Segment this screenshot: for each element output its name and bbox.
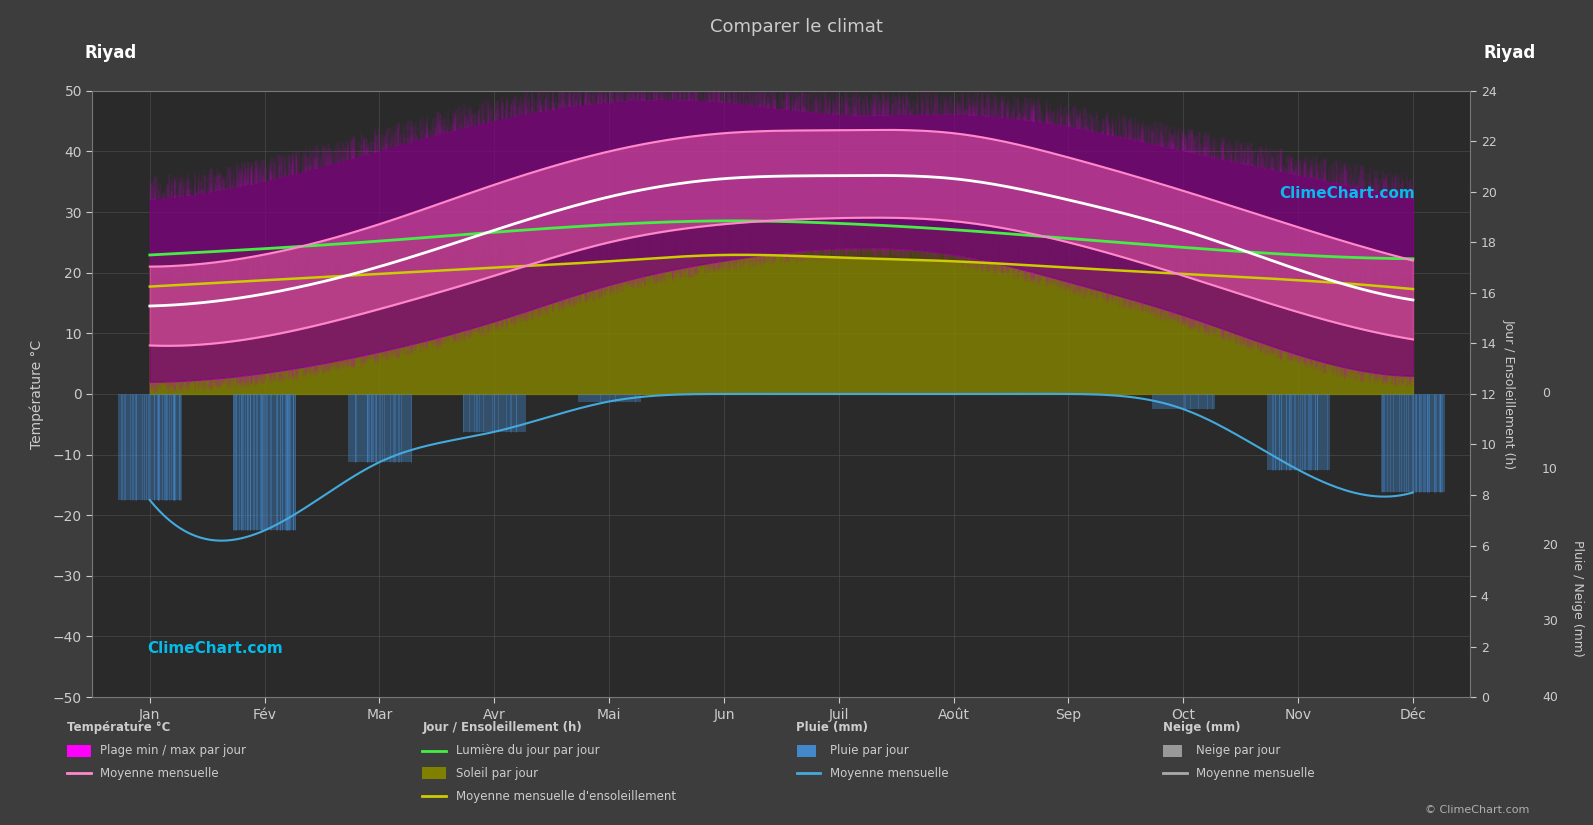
Y-axis label: Jour / Ensoleillement (h): Jour / Ensoleillement (h): [1504, 319, 1517, 469]
Text: Moyenne mensuelle: Moyenne mensuelle: [100, 766, 218, 780]
Text: Moyenne mensuelle: Moyenne mensuelle: [1196, 766, 1314, 780]
Text: 20: 20: [1542, 539, 1558, 552]
Text: Comparer le climat: Comparer le climat: [710, 18, 883, 36]
Text: © ClimeChart.com: © ClimeChart.com: [1424, 805, 1529, 815]
Text: Neige (mm): Neige (mm): [1163, 721, 1241, 734]
Text: 40: 40: [1542, 691, 1558, 704]
Text: Neige par jour: Neige par jour: [1196, 744, 1281, 757]
Text: 10: 10: [1542, 463, 1558, 476]
Text: Pluie (mm): Pluie (mm): [796, 721, 868, 734]
Text: 30: 30: [1542, 615, 1558, 628]
Bar: [118, 394, 182, 500]
Bar: [578, 394, 640, 402]
Bar: [233, 394, 296, 530]
Text: Moyenne mensuelle: Moyenne mensuelle: [830, 766, 948, 780]
Bar: [347, 394, 411, 462]
Bar: [1266, 394, 1330, 469]
Text: Pluie par jour: Pluie par jour: [830, 744, 908, 757]
Text: ClimeChart.com: ClimeChart.com: [148, 641, 284, 656]
Text: Lumière du jour par jour: Lumière du jour par jour: [456, 744, 599, 757]
Text: Plage min / max par jour: Plage min / max par jour: [100, 744, 247, 757]
Bar: [1152, 394, 1215, 409]
Text: Pluie / Neige (mm): Pluie / Neige (mm): [1571, 540, 1583, 657]
Y-axis label: Température °C: Température °C: [30, 339, 45, 449]
Text: Température °C: Température °C: [67, 721, 170, 734]
Text: Moyenne mensuelle d'ensoleillement: Moyenne mensuelle d'ensoleillement: [456, 790, 675, 803]
Bar: [1381, 394, 1445, 493]
Bar: [462, 394, 526, 431]
Text: Soleil par jour: Soleil par jour: [456, 766, 538, 780]
Text: ClimeChart.com: ClimeChart.com: [1279, 186, 1415, 201]
Text: Jour / Ensoleillement (h): Jour / Ensoleillement (h): [422, 721, 581, 734]
Text: Riyad: Riyad: [1483, 44, 1536, 62]
Text: Riyad: Riyad: [84, 44, 137, 62]
Text: 0: 0: [1542, 388, 1550, 400]
